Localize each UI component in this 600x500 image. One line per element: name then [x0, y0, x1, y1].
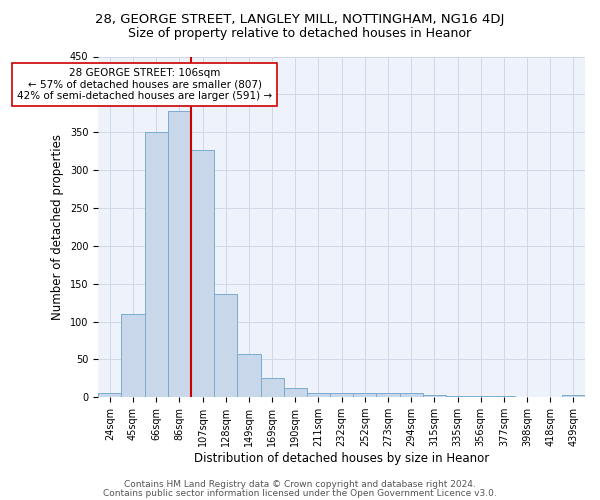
- Bar: [260, 378, 284, 397]
- Bar: [562, 395, 585, 397]
- Bar: [214, 294, 238, 397]
- Text: Contains public sector information licensed under the Open Government Licence v3: Contains public sector information licen…: [103, 488, 497, 498]
- Text: 28, GEORGE STREET, LANGLEY MILL, NOTTINGHAM, NG16 4DJ: 28, GEORGE STREET, LANGLEY MILL, NOTTING…: [95, 12, 505, 26]
- Bar: [168, 111, 191, 397]
- Bar: [284, 388, 307, 397]
- Bar: [446, 396, 469, 397]
- Bar: [423, 395, 446, 397]
- Text: Contains HM Land Registry data © Crown copyright and database right 2024.: Contains HM Land Registry data © Crown c…: [124, 480, 476, 489]
- Bar: [98, 394, 121, 397]
- Bar: [238, 354, 260, 397]
- Text: Size of property relative to detached houses in Heanor: Size of property relative to detached ho…: [128, 28, 472, 40]
- Y-axis label: Number of detached properties: Number of detached properties: [52, 134, 64, 320]
- Bar: [330, 394, 353, 397]
- Bar: [376, 392, 400, 397]
- Bar: [353, 394, 376, 397]
- Bar: [492, 396, 515, 397]
- Bar: [121, 314, 145, 397]
- X-axis label: Distribution of detached houses by size in Heanor: Distribution of detached houses by size …: [194, 452, 489, 465]
- Bar: [469, 396, 492, 397]
- Bar: [400, 394, 423, 397]
- Bar: [145, 132, 168, 397]
- Bar: [307, 392, 330, 397]
- Text: 28 GEORGE STREET: 106sqm
← 57% of detached houses are smaller (807)
42% of semi-: 28 GEORGE STREET: 106sqm ← 57% of detach…: [17, 68, 272, 101]
- Bar: [191, 150, 214, 397]
